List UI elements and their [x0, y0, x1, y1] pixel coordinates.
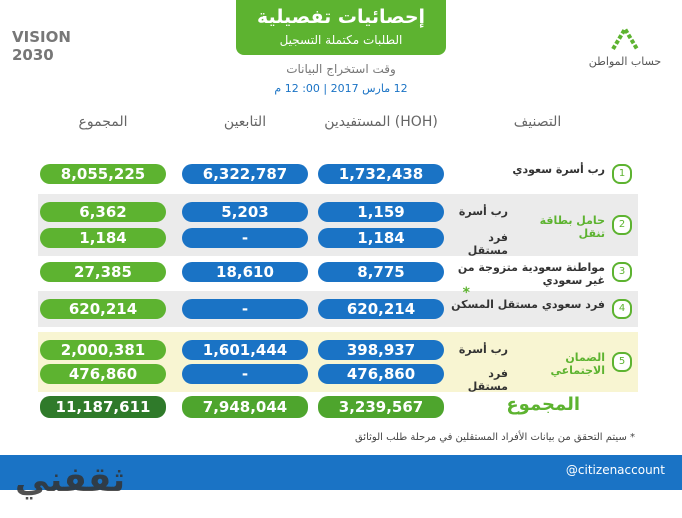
row-sublabel: رب أسرة: [458, 343, 508, 356]
time: 12 مارس 2017 | 00: 12 م: [274, 82, 408, 95]
value-cell: -: [182, 364, 308, 384]
row-number: 2: [612, 215, 632, 235]
total-cell: 11,187,611: [40, 396, 166, 418]
row-number: 3: [612, 262, 632, 282]
value-cell: 1,184: [318, 228, 444, 248]
column-header: المجموع: [78, 114, 128, 130]
watermark: ثقفني: [15, 460, 125, 500]
column-header: المستفيدين (HOH): [324, 114, 438, 130]
title: إحصائيات تفصيلية: [256, 6, 426, 28]
value-cell: 6,362: [40, 202, 166, 222]
value-cell: 1,159: [318, 202, 444, 222]
row-label: رب أسرة سعودي: [512, 163, 605, 176]
value-cell: 476,860: [40, 364, 166, 384]
row-marker: *: [462, 285, 470, 301]
brand-icon: [611, 25, 639, 51]
row-label: حامل بطاقة تنقل: [539, 214, 605, 240]
value-cell: 2,000,381: [40, 340, 166, 360]
value-cell: 6,322,787: [182, 164, 308, 184]
footer-bar: [0, 455, 682, 490]
subtitle: الطلبات مكتملة التسجيل: [279, 33, 403, 47]
column-header: التابعين: [223, 114, 267, 130]
row-sublabel: رب أسرة: [458, 205, 508, 218]
value-cell: 1,184: [40, 228, 166, 248]
footnote: * سيتم التحقق من بيانات الأفراد المستقلي…: [354, 432, 635, 443]
row-label: الضمان الاجتماعي: [550, 351, 605, 377]
value-cell: 8,055,225: [40, 164, 166, 184]
brand-logo: حساب المواطن: [588, 55, 662, 68]
vision-logo: VISION 2030: [12, 28, 71, 64]
value-cell: 8,775: [318, 262, 444, 282]
row-sublabel: فرد مستقل: [467, 367, 508, 393]
footer-handle: @citizenaccount: [565, 463, 665, 477]
value-cell: 5,203: [182, 202, 308, 222]
row-sublabel: فرد مستقل: [467, 231, 508, 257]
total-label: المجموع: [506, 394, 580, 415]
value-cell: 18,610: [182, 262, 308, 282]
row-number: 5: [612, 352, 632, 372]
value-cell: 476,860: [318, 364, 444, 384]
time-label: وقت استخراج البيانات: [286, 62, 396, 76]
row-label: مواطنة سعودية متزوجة من غير سعودي: [457, 261, 605, 287]
total-cell: 3,239,567: [318, 396, 444, 418]
row-number: 4: [612, 299, 632, 319]
value-cell: 27,385: [40, 262, 166, 282]
value-cell: 398,937: [318, 340, 444, 360]
value-cell: 1,601,444: [182, 340, 308, 360]
value-cell: 1,732,438: [318, 164, 444, 184]
row-label: فرد سعودي مستقل المسكن: [451, 298, 605, 311]
column-header: التصنيف: [513, 114, 562, 130]
value-cell: -: [182, 299, 308, 319]
value-cell: -: [182, 228, 308, 248]
row-number: 1: [612, 164, 632, 184]
total-cell: 7,948,044: [182, 396, 308, 418]
value-cell: 620,214: [318, 299, 444, 319]
value-cell: 620,214: [40, 299, 166, 319]
title-box: [236, 0, 446, 55]
